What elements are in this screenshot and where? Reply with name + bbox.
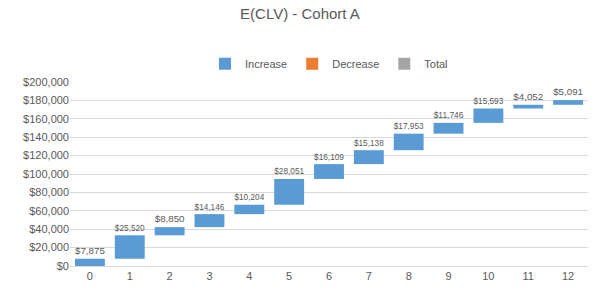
svg-text:11: 11 bbox=[523, 270, 534, 282]
svg-text:$8,850: $8,850 bbox=[155, 213, 185, 224]
svg-text:1: 1 bbox=[127, 270, 133, 282]
svg-text:8: 8 bbox=[406, 270, 412, 282]
svg-text:3: 3 bbox=[206, 270, 212, 282]
svg-text:$7,875: $7,875 bbox=[75, 245, 105, 256]
svg-text:2: 2 bbox=[167, 270, 173, 282]
svg-text:4: 4 bbox=[246, 270, 252, 282]
svg-text:9: 9 bbox=[445, 270, 451, 282]
svg-text:6: 6 bbox=[326, 270, 332, 282]
svg-text:12: 12 bbox=[562, 270, 574, 282]
svg-text:$120,000: $120,000 bbox=[23, 149, 69, 161]
svg-text:$14,146: $14,146 bbox=[195, 203, 225, 212]
svg-text:10: 10 bbox=[482, 270, 494, 282]
svg-text:$20,000: $20,000 bbox=[29, 241, 69, 253]
svg-text:$80,000: $80,000 bbox=[29, 186, 69, 198]
svg-text:$60,000: $60,000 bbox=[29, 205, 69, 217]
svg-text:Increase: Increase bbox=[245, 58, 287, 70]
svg-text:$0: $0 bbox=[57, 260, 69, 272]
svg-text:$200,000: $200,000 bbox=[23, 76, 69, 88]
svg-text:$10,204: $10,204 bbox=[234, 193, 264, 202]
svg-text:$4,052: $4,052 bbox=[513, 91, 543, 102]
svg-text:7: 7 bbox=[366, 270, 372, 282]
svg-text:E(CLV) - Cohort A: E(CLV) - Cohort A bbox=[240, 5, 360, 22]
svg-text:Total: Total bbox=[424, 58, 447, 70]
svg-text:Decrease: Decrease bbox=[332, 58, 379, 70]
svg-text:$16,109: $16,109 bbox=[314, 153, 344, 162]
svg-text:$28,051: $28,051 bbox=[274, 167, 304, 176]
svg-text:$11,746: $11,746 bbox=[434, 110, 464, 120]
svg-text:$5,091: $5,091 bbox=[553, 86, 583, 97]
svg-text:0: 0 bbox=[87, 270, 93, 282]
svg-text:$160,000: $160,000 bbox=[23, 113, 69, 125]
svg-text:$100,000: $100,000 bbox=[23, 168, 69, 180]
svg-text:$140,000: $140,000 bbox=[23, 131, 69, 143]
svg-text:$180,000: $180,000 bbox=[23, 94, 69, 106]
svg-text:$25,520: $25,520 bbox=[115, 224, 145, 233]
svg-text:$17,953: $17,953 bbox=[394, 122, 424, 131]
svg-text:$15,138: $15,138 bbox=[354, 139, 384, 148]
svg-text:$15,593: $15,593 bbox=[473, 97, 503, 106]
svg-text:5: 5 bbox=[286, 270, 292, 282]
svg-text:$40,000: $40,000 bbox=[29, 223, 69, 235]
